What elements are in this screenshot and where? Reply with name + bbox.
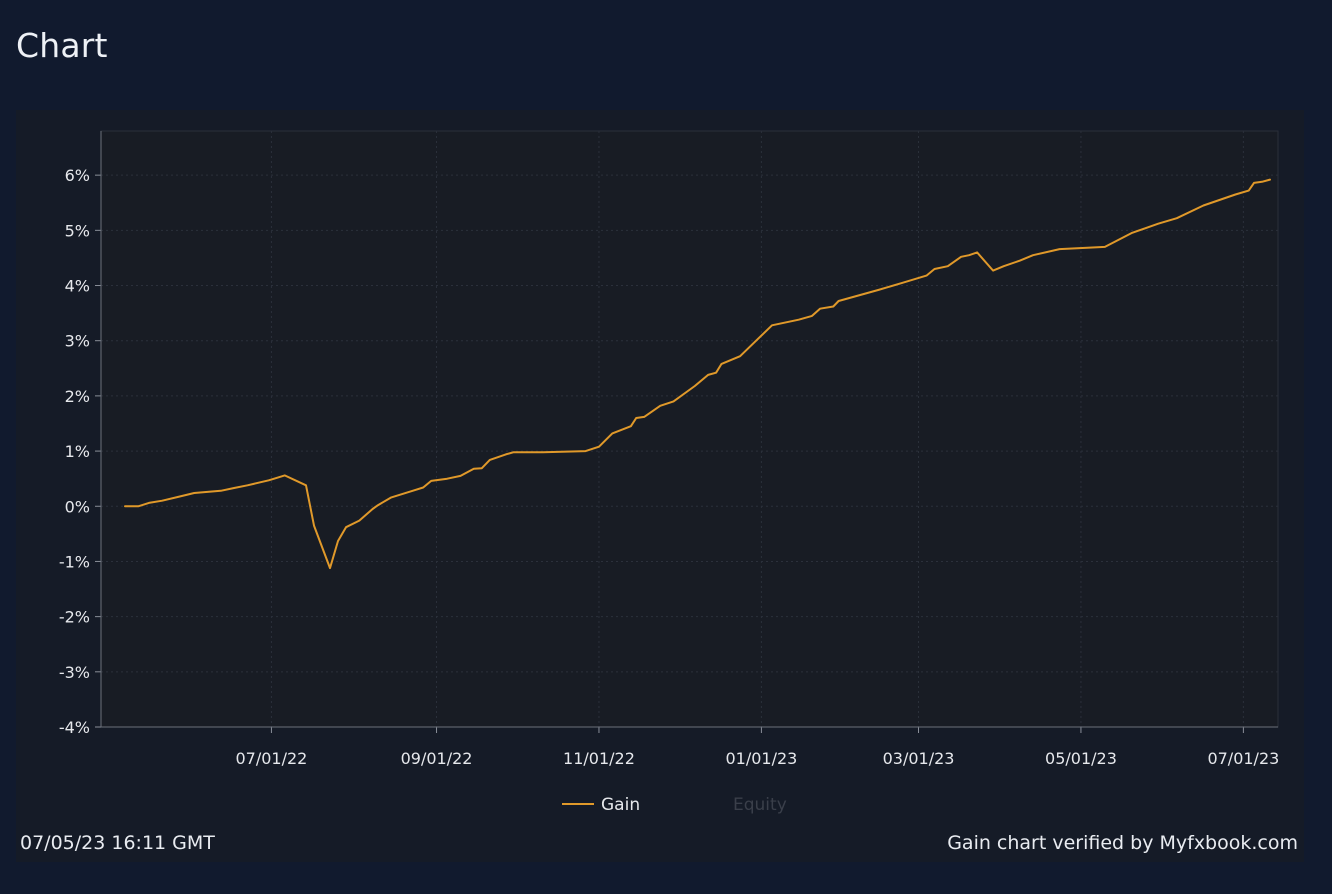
y-tick-label: 4% bbox=[65, 277, 90, 296]
plot-area bbox=[100, 130, 1279, 728]
gain-chart: -4% -3% -2% -1% 0% 1% 2% 3% 4% 5% 6% 07/01/22 09/01… bbox=[59, 130, 1279, 815]
legend-item-equity[interactable]: Equity bbox=[733, 795, 787, 815]
verification-text: Gain chart verified by Myfxbook.com bbox=[947, 832, 1298, 854]
gain-chart-panel: -4% -3% -2% -1% 0% 1% 2% 3% 4% 5% 6% 07/01/22 09/01… bbox=[16, 110, 1304, 862]
series-layer bbox=[124, 178, 1271, 570]
legend-label: Equity bbox=[733, 795, 787, 815]
x-tick-label: 07/01/23 bbox=[1207, 749, 1279, 768]
legend-label: Gain bbox=[601, 795, 640, 815]
y-tick-label: -1% bbox=[59, 552, 90, 571]
y-tick-label: -3% bbox=[59, 663, 90, 682]
y-tick-label: -4% bbox=[59, 718, 90, 737]
chart-timestamp: 07/05/23 16:11 GMT bbox=[20, 832, 215, 854]
y-tick-label: 1% bbox=[65, 442, 90, 461]
y-tick-label: 5% bbox=[65, 221, 90, 240]
x-tick-label: 09/01/22 bbox=[401, 749, 473, 768]
x-tick-label: 05/01/23 bbox=[1045, 749, 1117, 768]
chart-legend[interactable]: Gain Equity bbox=[562, 795, 787, 815]
page-title: Chart bbox=[16, 26, 108, 65]
y-tick-label: 0% bbox=[65, 497, 90, 516]
y-tick-label: -2% bbox=[59, 608, 90, 627]
y-tick-label: 2% bbox=[65, 387, 90, 406]
x-tick-label: 01/01/23 bbox=[725, 749, 797, 768]
x-tick-label: 03/01/23 bbox=[883, 749, 955, 768]
x-axis: 07/01/22 09/01/22 11/01/22 01/01/23 03/01/23… bbox=[101, 726, 1279, 768]
y-tick-label: 3% bbox=[65, 332, 90, 351]
x-tick-label: 11/01/22 bbox=[563, 749, 635, 768]
grid-lines bbox=[101, 131, 1278, 728]
y-axis: -4% -3% -2% -1% 0% 1% 2% 3% 4% 5% 6% bbox=[59, 131, 102, 737]
legend-item-gain[interactable]: Gain bbox=[562, 795, 640, 815]
y-tick-label: 6% bbox=[65, 166, 90, 185]
x-tick-label: 07/01/22 bbox=[235, 749, 307, 768]
series-line-gain bbox=[124, 178, 1271, 570]
